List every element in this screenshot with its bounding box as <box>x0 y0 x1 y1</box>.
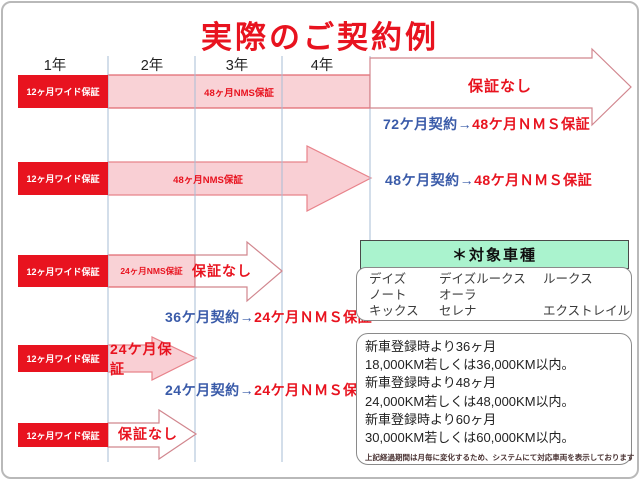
annotation-contract-part: 24ケ月契約→ <box>165 382 255 398</box>
bar2-nms-label: 48ヶ月NMS保証 <box>173 174 243 186</box>
bar1-nms-label: 48ヶ月NMS保証 <box>204 87 274 99</box>
annotation-48month-contract: 48ケ月契約→48ケ月ＮＭＳ保証 <box>385 170 592 190</box>
annotation-contract-part: 36ケ月契約→ <box>165 309 255 325</box>
annotation-warranty-part: 24ケ月ＮＭＳ保証 <box>254 309 373 325</box>
bar3-wide-warranty-box: 12ヶ月ワイド保証 <box>18 255 108 287</box>
target-models-header: ＊対象車種 <box>360 240 629 269</box>
conditions-box: 新車登録時より36ヶ月 18,000KM若しくは36,000KM以内。 新車登録… <box>356 333 635 465</box>
condition-line: 新車登録時より36ヶ月 <box>365 339 497 354</box>
model-name: セレナ <box>439 304 477 319</box>
bar1-wide-warranty-box: 12ヶ月ワイド保証 <box>18 75 108 108</box>
bar5-wide-warranty-box: 12ヶ月ワイド保証 <box>18 423 108 447</box>
model-name: エクストレイル <box>543 304 631 319</box>
model-name: デイズ <box>369 272 407 286</box>
page-title: 実際のご契約例 <box>201 20 439 55</box>
bar3-nms-pink-rect <box>107 254 196 288</box>
bar5-no-warranty-label: 保証なし <box>118 426 178 442</box>
condition-line: 新車登録時より48ヶ月 <box>365 375 497 391</box>
bar3-nms-label: 24ヶ月NMS保証 <box>120 266 183 276</box>
annotation-24month-contract: 24ケ月契約→24ケ月ＮＭＳ保証 <box>165 380 372 400</box>
annotation-warranty-part: 24ケ月ＮＭＳ保証 <box>254 382 373 398</box>
annotation-contract-part: 48ケ月契約→ <box>385 172 475 188</box>
bar1-no-warranty-label: 保証なし <box>467 77 532 95</box>
annotation-contract-part: 72ケ月契約→ <box>383 116 473 132</box>
model-row-3: キックス セレナ エクストレイル <box>369 303 631 319</box>
year-label-1: 1年 <box>43 58 67 74</box>
bar1-nms-pink-rect <box>107 74 371 109</box>
bar2-nms-pink-arrow <box>107 145 373 212</box>
model-name: キックス <box>369 304 419 319</box>
condition-line: 30,000KM若しくは60,000KM以内。 <box>365 430 575 446</box>
bar4-warranty-label: 24ケ月保証 <box>110 341 186 377</box>
year-label-2: 2年 <box>140 58 164 74</box>
condition-line: 新車登録時より60ヶ月 <box>365 411 497 427</box>
model-name: オーラ <box>439 288 477 303</box>
bar5-no-warranty-arrow <box>107 408 198 461</box>
annotation-warranty-part: 48ケ月ＮＭＳ保証 <box>472 116 591 132</box>
bar1-no-warranty-arrow <box>369 47 632 127</box>
bar3-no-warranty-label: 保証なし <box>192 263 252 279</box>
annotation-72month-contract: 72ケ月契約→48ケ月ＮＭＳ保証 <box>383 114 590 134</box>
conditions-footnote: 上記経過期間は月毎に変化するため、システムにて対応車両を表示しております <box>365 453 635 463</box>
model-row-2: ノート オーラ <box>369 287 631 303</box>
model-name: ノート <box>369 288 407 303</box>
bar4-wide-warranty-box: 12ヶ月ワイド保証 <box>18 345 108 372</box>
bar2-wide-warranty-box: 12ヶ月ワイド保証 <box>18 162 108 195</box>
year-label-4: 4年 <box>310 58 334 74</box>
condition-line: 24,000KM若しくは48,000KM以内。 <box>365 393 575 409</box>
condition-line: 18,000KM若しくは36,000KM以内。 <box>365 357 575 373</box>
bar3-no-warranty-arrow <box>194 240 283 303</box>
target-models-list: デイズ デイズルークス ルークス ノート オーラ キックス セレナ エクストレイル <box>356 267 632 321</box>
bar4-warranty-pink-arrow <box>107 336 198 381</box>
model-name: ルークス <box>543 272 593 286</box>
model-name: デイズルークス <box>439 272 526 286</box>
annotation-warranty-part: 48ケ月ＮＭＳ保証 <box>474 172 593 188</box>
model-row-1: デイズ デイズルークス ルークス <box>369 271 631 287</box>
annotation-36month-contract: 36ケ月契約→24ケ月ＮＭＳ保証 <box>165 307 372 327</box>
year-label-3: 3年 <box>225 58 249 74</box>
